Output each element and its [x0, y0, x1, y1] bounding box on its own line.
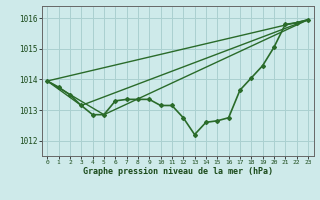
X-axis label: Graphe pression niveau de la mer (hPa): Graphe pression niveau de la mer (hPa) [83, 167, 273, 176]
